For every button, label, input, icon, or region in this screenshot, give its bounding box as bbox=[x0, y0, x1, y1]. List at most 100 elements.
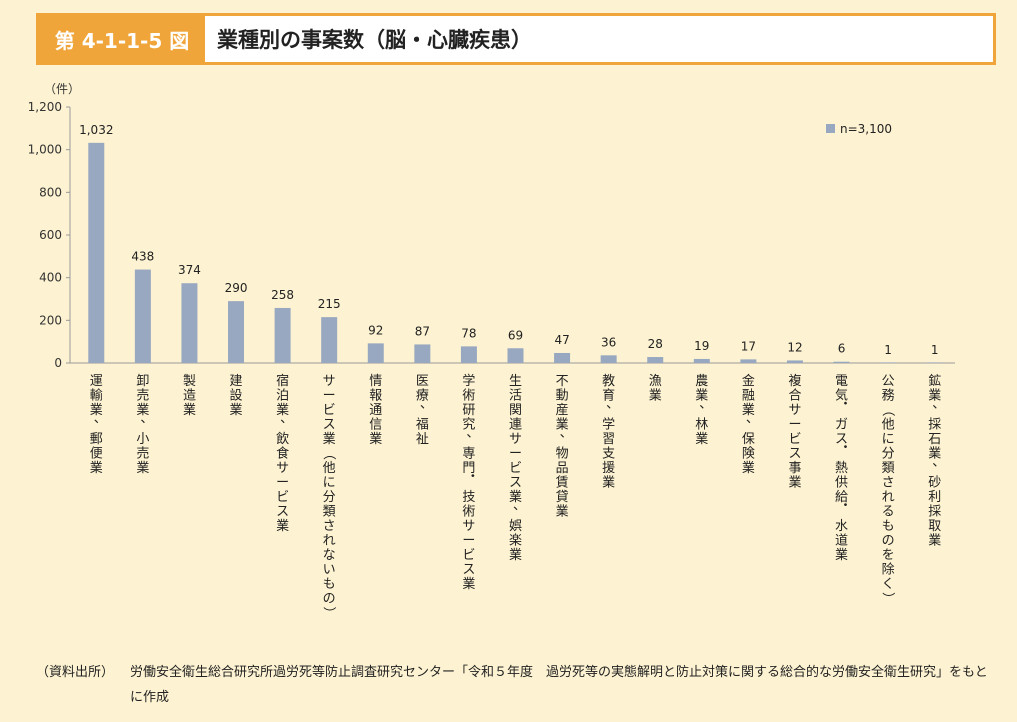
x-tick-label-char: る bbox=[882, 505, 895, 520]
y-tick-label: 1,000 bbox=[28, 143, 62, 157]
x-tick-label-char: ス bbox=[462, 563, 475, 578]
x-tick-label-char: 合 bbox=[788, 389, 801, 404]
x-tick-label-char: 類 bbox=[882, 461, 895, 476]
bar bbox=[181, 283, 198, 363]
x-tick-label-char: サ bbox=[509, 432, 522, 447]
y-tick-label: 200 bbox=[39, 313, 62, 327]
data-label: 6 bbox=[838, 342, 846, 356]
x-tick-label-char: 支 bbox=[602, 447, 615, 462]
bar bbox=[880, 362, 897, 363]
x-tick-label-char: ・ bbox=[839, 441, 852, 456]
legend-label: n=3,100 bbox=[840, 122, 892, 136]
x-tick-label-char: サ bbox=[323, 374, 336, 389]
y-tick-label: 800 bbox=[39, 185, 62, 199]
x-tick-label-char: 技 bbox=[462, 490, 475, 505]
y-axis-unit: （件） bbox=[44, 82, 81, 96]
x-tick-label-char: も bbox=[323, 577, 336, 592]
x-tick-label-char: さ bbox=[323, 519, 336, 534]
bar bbox=[414, 344, 431, 363]
bar bbox=[274, 307, 291, 363]
x-tick-label-char: 、 bbox=[746, 412, 759, 427]
bar bbox=[786, 360, 803, 363]
x-tick-label-char: サ bbox=[276, 461, 289, 476]
x-tick-label-char: 業 bbox=[509, 547, 522, 563]
x-tick-label-char: 、 bbox=[932, 397, 945, 412]
x-tick-label-char: 楽 bbox=[509, 533, 522, 549]
x-tick-label-char: 供 bbox=[835, 476, 848, 491]
x-tick-label-char: 援 bbox=[602, 461, 615, 476]
x-tick-label-char: 採 bbox=[928, 418, 941, 433]
x-tick-label-char: く bbox=[882, 577, 895, 592]
x-tick-label-char: 学 bbox=[462, 373, 475, 389]
bar bbox=[693, 358, 710, 363]
x-tick-label-char: 業 bbox=[136, 460, 149, 476]
x-tick-label-char: 熱 bbox=[835, 461, 848, 476]
x-tick-label-char: 業 bbox=[183, 402, 196, 418]
x-tick-label-char: 業 bbox=[509, 489, 522, 505]
figure-title: 業種別の事案数（脳・心臓疾患） bbox=[217, 28, 532, 52]
x-tick-label-char: 製 bbox=[183, 374, 196, 389]
x-tick-label-char: 業 bbox=[323, 431, 336, 447]
data-label: 36 bbox=[601, 335, 616, 349]
x-tick-label-char: 業 bbox=[695, 388, 708, 404]
x-tick-label-char: 飲 bbox=[276, 431, 289, 447]
y-tick-label: 1,200 bbox=[28, 100, 62, 114]
bar bbox=[228, 301, 245, 363]
x-tick-label-char: 農 bbox=[695, 374, 708, 389]
x-tick-label-char: 卸 bbox=[136, 373, 149, 389]
x-tick-label-char: ー bbox=[323, 389, 336, 404]
x-tick-label-char: 業 bbox=[556, 504, 569, 520]
data-label: 374 bbox=[178, 263, 201, 277]
figure-number: 第 4-1-1-5 図 bbox=[39, 16, 205, 62]
data-label: 78 bbox=[461, 326, 476, 340]
x-tick-label-char: 険 bbox=[742, 447, 755, 462]
x-tick-label-char: の bbox=[882, 534, 895, 549]
x-tick-label-char: 造 bbox=[183, 389, 196, 404]
x-tick-label-char: ス bbox=[788, 447, 801, 462]
data-label: 17 bbox=[741, 339, 756, 353]
data-label: 19 bbox=[694, 339, 709, 353]
x-tick-label-char: 、 bbox=[140, 412, 153, 427]
x-tick-label-char: 娯 bbox=[509, 519, 522, 534]
data-label: 92 bbox=[368, 323, 383, 337]
x-tick-label-char: 、 bbox=[932, 455, 945, 470]
bar bbox=[367, 343, 384, 363]
x-tick-label-char: 公 bbox=[882, 374, 895, 389]
x-tick-label-char: 生 bbox=[509, 374, 522, 389]
data-label: 28 bbox=[648, 337, 663, 351]
x-tick-label-char: れ bbox=[882, 490, 895, 505]
data-label: 1,032 bbox=[79, 123, 113, 137]
bar bbox=[460, 346, 477, 363]
x-tick-label-char: 療 bbox=[416, 389, 429, 404]
x-tick-label-char: ・ bbox=[466, 470, 479, 485]
x-tick-label-char: 業 bbox=[742, 460, 755, 476]
data-label: 87 bbox=[415, 324, 430, 338]
x-tick-label-char: 便 bbox=[90, 447, 103, 462]
x-tick-label-char: ビ bbox=[276, 490, 289, 505]
x-tick-label-char: 、 bbox=[560, 426, 573, 441]
x-tick-label-char: 関 bbox=[509, 403, 522, 418]
x-tick-label-char: 売 bbox=[136, 388, 149, 404]
x-tick-label-char: 金 bbox=[742, 373, 755, 389]
data-label: 1 bbox=[931, 343, 939, 357]
x-tick-label-char: 賃 bbox=[556, 476, 569, 491]
x-tick-label-char: 運 bbox=[90, 374, 103, 389]
x-tick-label-char: 小 bbox=[136, 432, 149, 447]
x-tick-label-char: さ bbox=[882, 476, 895, 491]
x-tick-label-char: 鉱 bbox=[928, 373, 941, 389]
x-tick-label-char: 門 bbox=[462, 461, 475, 476]
y-tick-label: 600 bbox=[39, 228, 62, 242]
x-tick-label-char: 泊 bbox=[276, 389, 289, 404]
x-tick-label-char: に bbox=[323, 476, 336, 491]
x-tick-label-char: を bbox=[882, 548, 895, 563]
x-tick-label-char: 務 bbox=[882, 389, 895, 404]
x-tick-label-char: 、 bbox=[513, 499, 526, 514]
x-tick-label-char: 業 bbox=[276, 402, 289, 418]
data-label: 438 bbox=[131, 250, 154, 264]
x-tick-label-char: 取 bbox=[928, 519, 941, 534]
x-tick-label-char: 業 bbox=[602, 475, 615, 491]
x-tick-label-char: 複 bbox=[788, 373, 801, 389]
x-tick-label-char: 道 bbox=[835, 534, 848, 549]
x-tick-label-char: 業 bbox=[90, 460, 103, 476]
x-tick-label-char: 教 bbox=[602, 373, 615, 389]
